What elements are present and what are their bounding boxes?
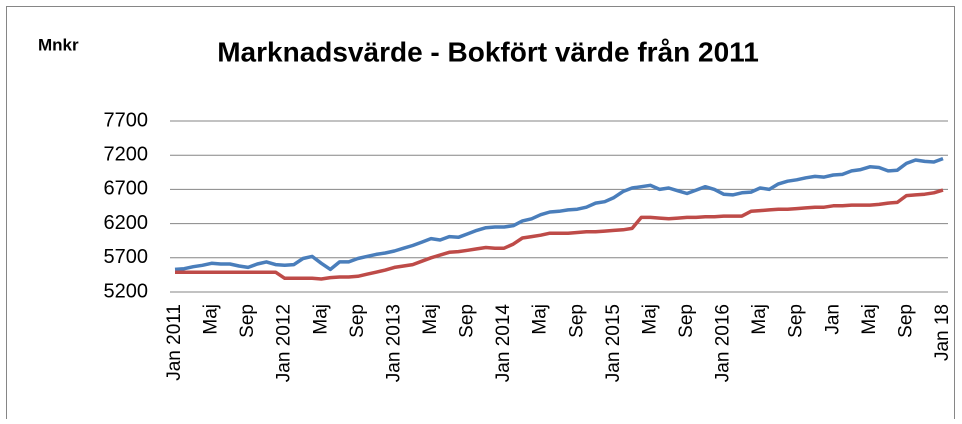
x-tick-label: Sep	[786, 304, 807, 338]
y-tick-label: 7700	[104, 109, 149, 131]
x-tick-label: Maj	[859, 304, 880, 335]
x-tick-label: Maj	[530, 304, 551, 335]
x-tick-label: Jan 2011	[164, 304, 185, 381]
x-tick-label: Jan 2016	[713, 304, 734, 382]
chart-border	[6, 6, 955, 424]
y-tick-label: 5200	[104, 280, 149, 302]
x-tick-label: Sep	[895, 304, 916, 338]
x-tick-label: Sep	[347, 304, 368, 338]
y-tick-label: 5700	[104, 246, 149, 268]
x-tick-label: Maj	[749, 304, 770, 335]
x-tick-label: Jan 2012	[274, 304, 295, 382]
y-tick-label: 7200	[104, 143, 149, 165]
y-axis-label: Mnkr	[38, 35, 79, 54]
x-tick-label: Jan 18	[932, 304, 953, 361]
x-tick-label: Sep	[676, 304, 697, 338]
y-tick-label: 6200	[104, 212, 149, 234]
x-tick-label: Maj	[201, 304, 222, 335]
x-tick-label: Sep	[457, 304, 478, 338]
x-tick-label: Jan 2013	[383, 304, 404, 382]
line-series	[174, 156, 944, 272]
x-tick-label: Maj	[420, 304, 441, 335]
x-tick-label: Jan 2015	[603, 304, 624, 382]
line-series	[175, 188, 944, 281]
chart-title: Marknadsvärde - Bokfört värde från 2011	[217, 36, 759, 67]
x-tick-label: Sep	[566, 304, 587, 338]
y-tick-label: 6700	[104, 178, 149, 200]
x-tick-label: Maj	[310, 304, 331, 335]
x-tick-label: Maj	[639, 304, 660, 335]
x-tick-label: Sep	[237, 304, 258, 338]
x-tick-label: Jan 2014	[493, 304, 514, 383]
x-tick-label: Jan	[822, 304, 843, 335]
